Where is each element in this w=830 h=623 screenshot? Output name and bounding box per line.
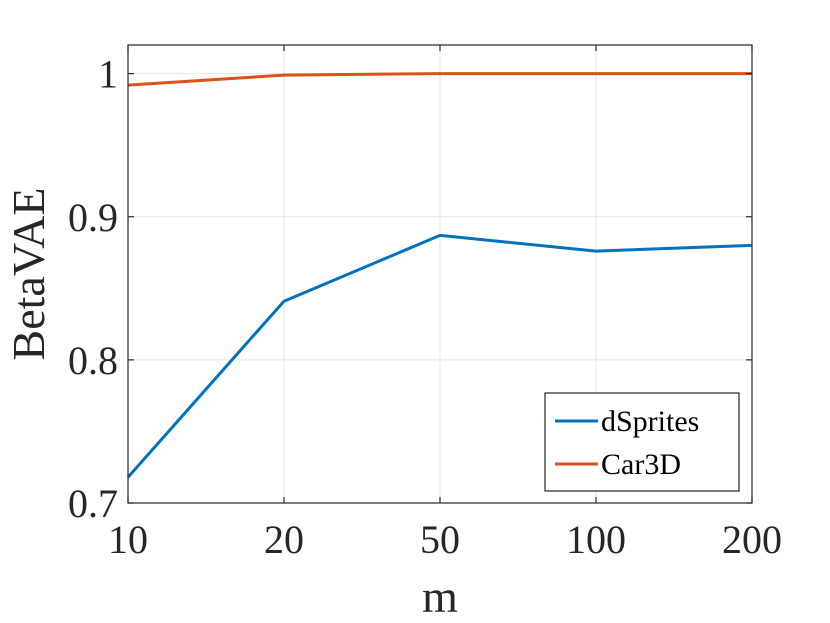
y-tick-label: 0.7 (68, 481, 118, 526)
legend: dSprites Car3D (544, 392, 740, 492)
y-tick-label: 1 (98, 52, 118, 97)
axis-ticks (127, 45, 753, 504)
x-tick-label: 20 (264, 517, 304, 562)
x-tick-label: 10 (108, 517, 148, 562)
x-tick-labels: 10 20 50 100 200 (108, 517, 782, 562)
y-tick-label: 0.8 (68, 338, 118, 383)
y-axis-label: BetaVAE (3, 188, 54, 361)
legend-label-car3d: Car3D (601, 448, 681, 481)
series-lines (126, 72, 753, 479)
series-line-dsprites (126, 233, 753, 479)
x-tick-label: 200 (722, 517, 782, 562)
y-tick-label: 0.9 (68, 195, 118, 240)
legend-box (544, 392, 740, 492)
legend-label-dsprites: dSprites (601, 405, 699, 438)
y-tick-labels: 0.7 0.8 0.9 1 (68, 52, 118, 526)
x-tick-label: 50 (420, 517, 460, 562)
x-tick-label: 100 (566, 517, 626, 562)
x-axis-label: m (422, 571, 458, 622)
series-line-car3d (127, 72, 752, 87)
